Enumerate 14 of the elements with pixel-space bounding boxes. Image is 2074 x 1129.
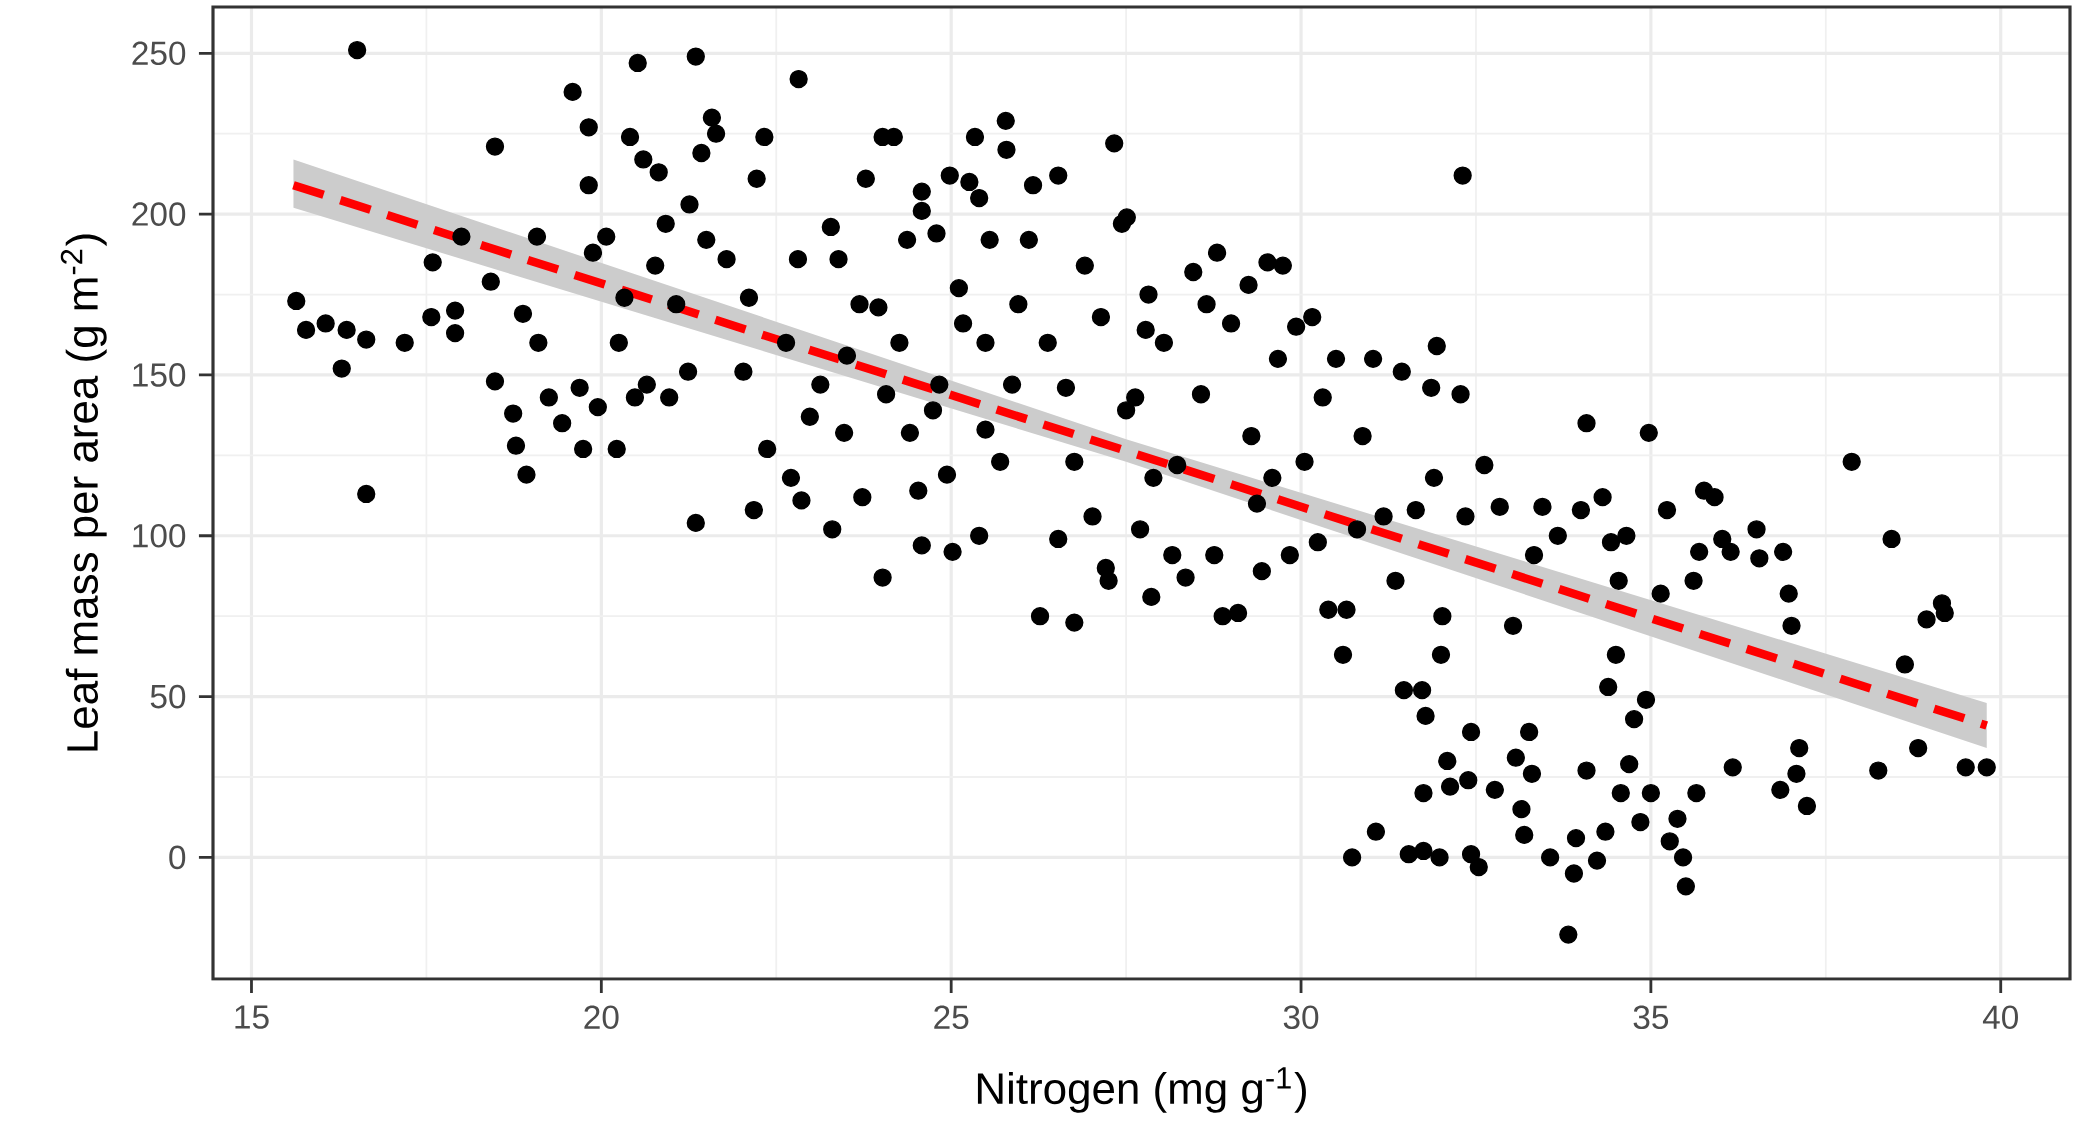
x-tick-label: 30 (1283, 1005, 1319, 1030)
x-tick-label: 35 (1633, 1005, 1669, 1030)
y-tick-label: 250 (132, 41, 186, 66)
y-tick-label: 100 (133, 523, 186, 548)
x-tick-label: 25 (934, 1005, 969, 1030)
x-axis-title: Nitrogen (mg g$^{-1}$) (977, 1067, 1306, 1113)
x-tick-label: 15 (235, 1005, 269, 1029)
y-tick-label: 150 (133, 363, 186, 387)
y-tick-label: 0 (169, 845, 186, 870)
y-tick-label: 200 (132, 202, 186, 226)
x-tick-label: 40 (1982, 1005, 2018, 1030)
x-tick-label: 20 (584, 1005, 619, 1030)
y-tick-label: 50 (150, 684, 186, 709)
y-axis-title: Leaf mass per area (g m$^{-2}$) (60, 234, 107, 751)
